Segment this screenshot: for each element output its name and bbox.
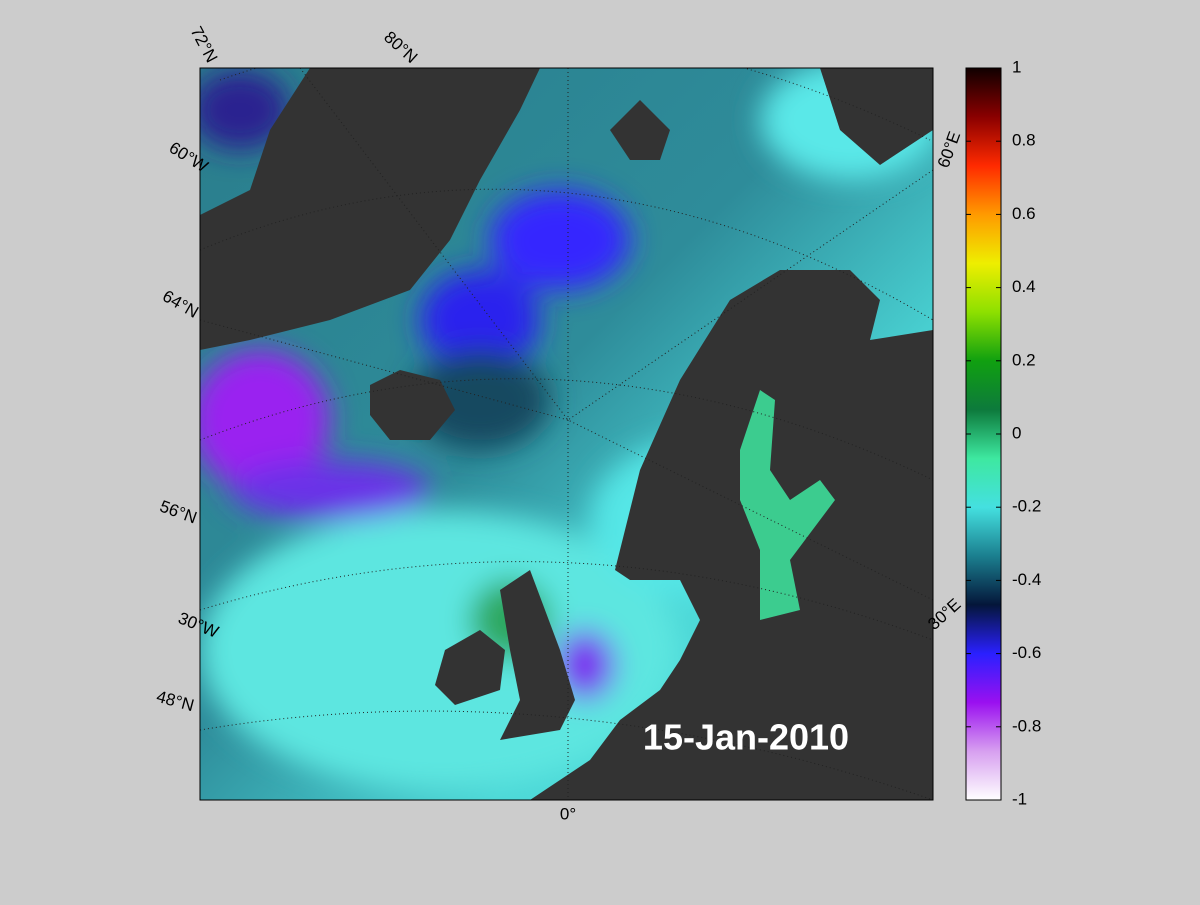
colorbar-tick-label: 0.6 <box>1012 204 1036 223</box>
colorbar-tick-label: 0.8 <box>1012 131 1036 150</box>
graticule-label: 0° <box>560 804 576 823</box>
graticule-label: 56°N <box>157 497 199 528</box>
date-label: 15-Jan-2010 <box>643 717 849 758</box>
ireland <box>435 630 505 705</box>
colorbar <box>965 67 1002 801</box>
graticule-label: 72°N <box>187 23 222 65</box>
colorbar-tick-label: -0.4 <box>1012 570 1041 589</box>
greenland <box>200 68 540 350</box>
arctic-coast <box>820 68 933 165</box>
baltic-sea <box>740 390 835 620</box>
svalbard <box>610 100 670 160</box>
iceland <box>370 370 455 440</box>
colorbar-tick-label: 0 <box>1012 423 1021 442</box>
colorbar-tick-label: 1 <box>1012 57 1021 76</box>
colorbar-tick-label: 0.4 <box>1012 277 1036 296</box>
colorbar-tick-label: 0.2 <box>1012 350 1036 369</box>
graticule-label: 48°N <box>154 687 196 715</box>
colorbar-tick-label: -0.8 <box>1012 716 1041 735</box>
graticule-label: 60°E <box>934 129 965 170</box>
colorbar-tick-label: -0.2 <box>1012 497 1041 516</box>
graticule-label: 80°N <box>380 27 421 67</box>
scandinavia-europe <box>530 270 933 800</box>
graticule <box>200 68 933 800</box>
map <box>200 68 933 800</box>
map-frame <box>199 67 934 801</box>
great-britain <box>500 570 575 740</box>
colorbar-tick-label: -1 <box>1012 789 1027 808</box>
colorbar-tick-label: -0.6 <box>1012 643 1041 662</box>
graticule-label: 64°N <box>159 286 201 321</box>
